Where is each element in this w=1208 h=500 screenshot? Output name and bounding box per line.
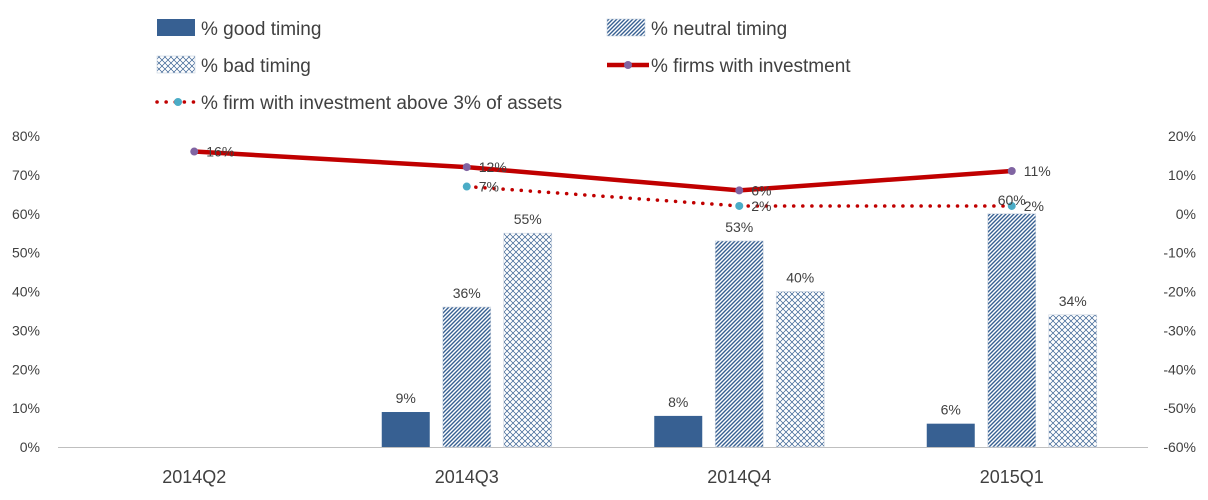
bar-data-label: 9%: [396, 390, 416, 406]
left-axis-tick-label: 0%: [20, 439, 40, 455]
left-axis-tick-label: 50%: [12, 245, 40, 261]
bar-data-label: 40%: [786, 270, 814, 286]
bar-data-label: 55%: [514, 211, 542, 227]
right-axis-tick-label: -20%: [1163, 284, 1196, 300]
left-axis-tick-label: 60%: [12, 206, 40, 222]
legend-swatch-diagonal: [606, 18, 646, 37]
x-axis: 2014Q2 2014Q3 2014Q4 2015Q1: [58, 447, 1148, 487]
line-marker: [1007, 201, 1016, 210]
legend-label: % firms with investment: [651, 56, 851, 77]
bar-solid: [926, 423, 975, 447]
left-y-axis: 0% 10% 20% 30% 40% 50% 60% 70% 80%: [12, 128, 40, 455]
left-axis-tick-label: 80%: [12, 128, 40, 144]
bar-solid: [654, 415, 703, 447]
left-axis-tick-label: 40%: [12, 284, 40, 300]
line-data-label: 2%: [751, 198, 771, 214]
bar-data-label: 6%: [941, 402, 961, 418]
right-axis-tick-label: 0%: [1176, 206, 1196, 222]
bar-crosshatch: [1048, 314, 1098, 448]
bar-series: [381, 213, 1098, 448]
line-data-label: 2%: [1024, 198, 1044, 214]
legend-swatch-marker: [174, 98, 182, 106]
line-marker: [1007, 166, 1016, 175]
bar-diagonal: [442, 306, 492, 448]
data-labels: 9% 8% 6% 36% 53% 60% 55% 40% 34% 16% 12% 6% 11% 7% 2% 2…: [206, 144, 1087, 418]
legend-label: % good timing: [201, 19, 321, 40]
right-axis-tick-label: -60%: [1163, 439, 1196, 455]
right-y-axis: -60% -50% -40% -30% -20% -10% 0% 10% 20%: [1163, 128, 1196, 455]
line-data-label: 7%: [479, 179, 499, 195]
line-data-label: 12%: [479, 159, 507, 175]
right-axis-tick-label: -30%: [1163, 322, 1196, 338]
legend-label: % bad timing: [201, 56, 311, 77]
bar-data-label: 8%: [668, 394, 688, 410]
line-data-label: 6%: [751, 182, 771, 198]
x-axis-category-label: 2014Q3: [435, 467, 499, 487]
line-marker: [190, 147, 199, 156]
right-axis-tick-label: -10%: [1163, 245, 1196, 261]
bar-crosshatch: [775, 291, 825, 448]
line-marker: [462, 163, 471, 172]
right-axis-tick-label: 20%: [1168, 128, 1196, 144]
legend-swatch-marker: [624, 61, 632, 69]
right-axis-tick-label: -40%: [1163, 361, 1196, 377]
left-axis-tick-label: 70%: [12, 167, 40, 183]
bar-crosshatch: [503, 232, 553, 448]
line-marker: [735, 201, 744, 210]
right-axis-tick-label: -50%: [1163, 400, 1196, 416]
x-axis-category-label: 2014Q2: [162, 467, 226, 487]
bar-data-label: 60%: [998, 192, 1026, 208]
legend-swatch-crosshatch: [156, 55, 196, 74]
line-firms-with-investment: [194, 149, 1012, 193]
line-marker: [735, 186, 744, 195]
line-series: [190, 147, 1016, 210]
legend-label: % firm with investment above 3% of asset…: [201, 93, 562, 114]
x-axis-category-label: 2015Q1: [980, 467, 1044, 487]
bar-data-label: 36%: [453, 285, 481, 301]
line-marker: [462, 182, 471, 191]
right-axis-tick-label: 10%: [1168, 167, 1196, 183]
x-axis-category-label: 2014Q4: [707, 467, 771, 487]
bar-diagonal: [714, 240, 764, 448]
legend-item: % neutral timing: [606, 18, 787, 40]
line-data-label: 11%: [1024, 163, 1051, 179]
left-axis-tick-label: 10%: [12, 400, 40, 416]
legend: % good timing % neutral timing % bad timin…: [155, 18, 851, 114]
legend-item: % good timing: [157, 19, 321, 40]
bar-data-label: 53%: [725, 219, 753, 235]
left-axis-tick-label: 20%: [12, 361, 40, 377]
legend-swatch-solid: [157, 19, 195, 36]
bar-solid: [381, 412, 430, 447]
legend-item: % bad timing: [156, 55, 311, 77]
bar-diagonal: [987, 213, 1037, 448]
legend-label: % neutral timing: [651, 19, 787, 40]
line-data-label: 16%: [206, 144, 234, 160]
legend-item: % firms with investment: [607, 56, 851, 77]
legend-item: % firm with investment above 3% of asset…: [155, 93, 562, 114]
bar-data-label: 34%: [1059, 293, 1087, 309]
left-axis-tick-label: 30%: [12, 322, 40, 338]
